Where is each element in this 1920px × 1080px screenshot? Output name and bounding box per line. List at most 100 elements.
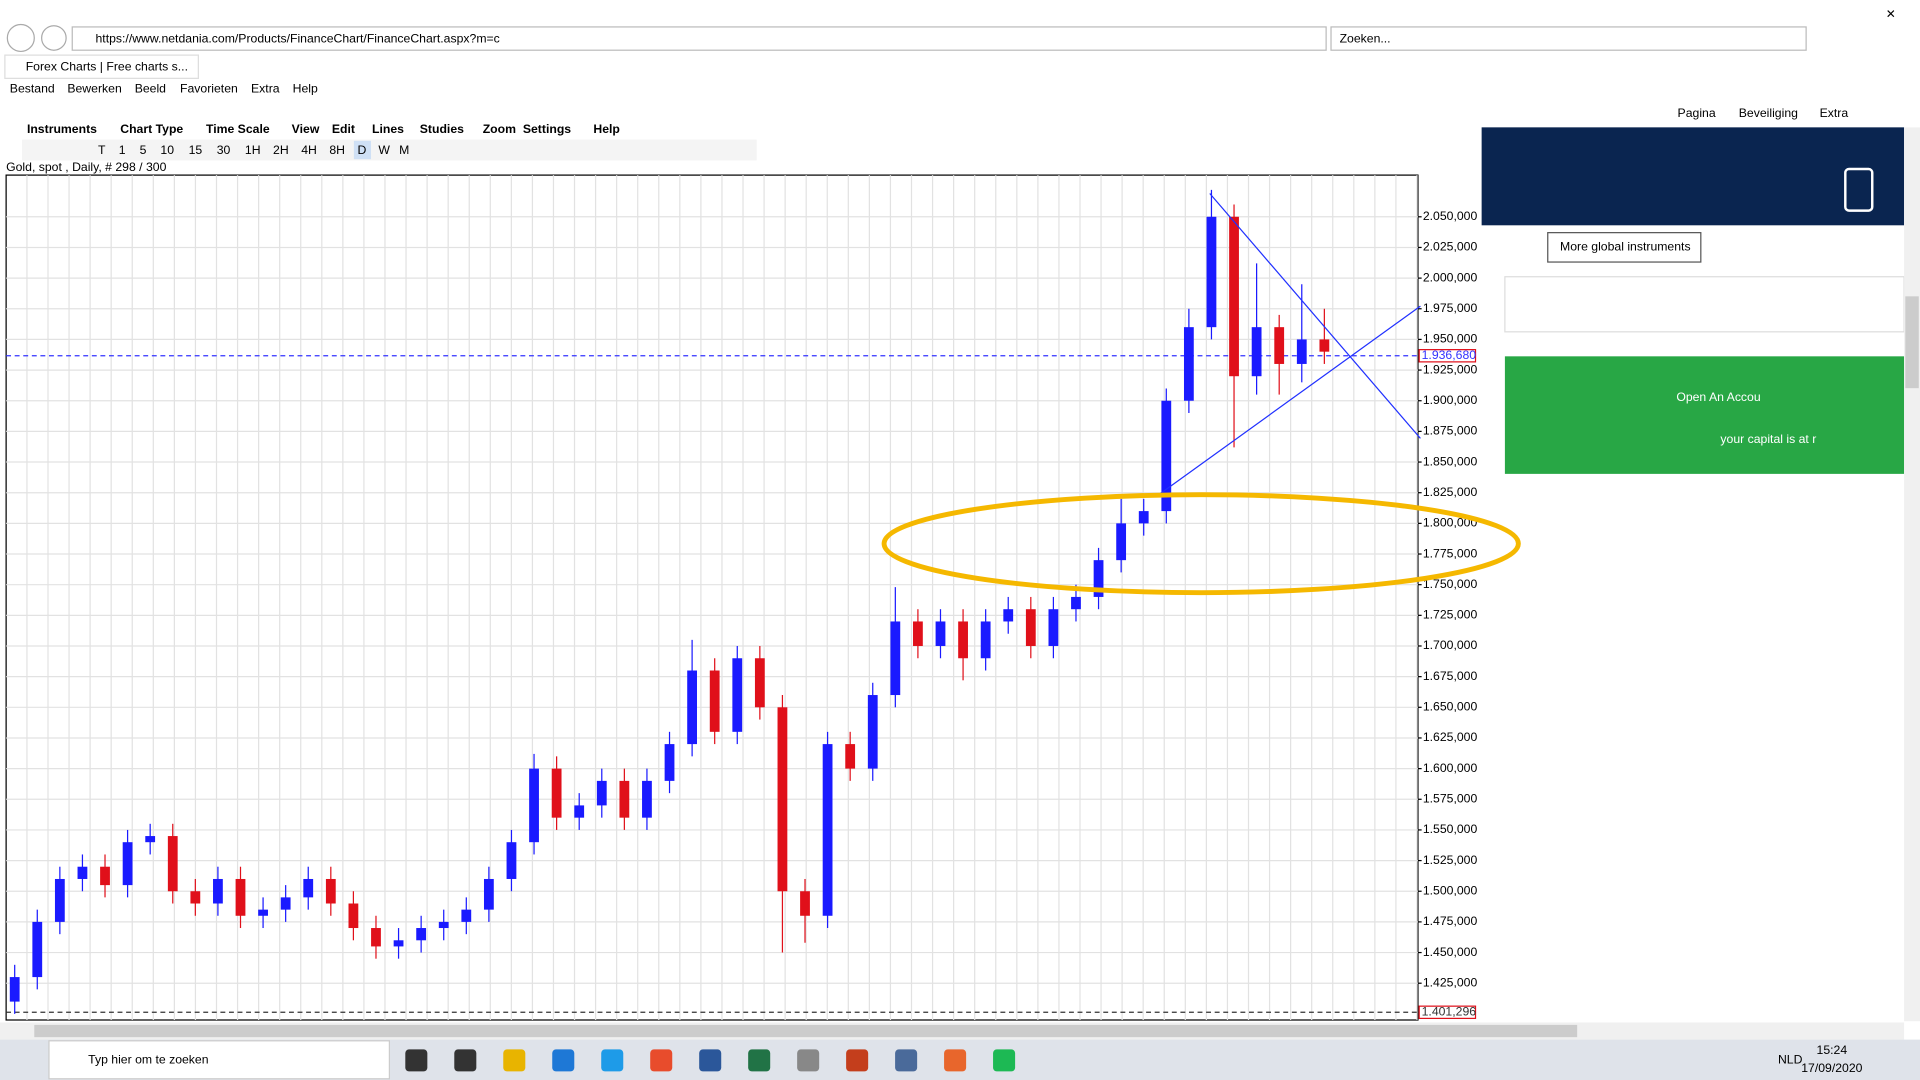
scrollbar[interactable] bbox=[1904, 127, 1920, 1022]
y-tick-label: 1.975,000 bbox=[1423, 301, 1478, 315]
timeframe-buttons: T 1 5 10 15 30 1H 2H 4H 8H D W M bbox=[98, 140, 409, 160]
instruments-button[interactable] bbox=[1547, 232, 1702, 263]
chart-menu-item[interactable]: Zoom bbox=[483, 122, 516, 136]
y-tick-label: 1.700,000 bbox=[1423, 638, 1478, 652]
timeframe-button[interactable]: 10 bbox=[160, 143, 174, 157]
search-placeholder: Zoeken... bbox=[1340, 31, 1391, 45]
taskbar-app[interactable] bbox=[503, 1049, 526, 1072]
taskbar-app[interactable] bbox=[944, 1049, 967, 1072]
candle-body bbox=[213, 878, 223, 904]
candle-body bbox=[529, 768, 539, 843]
close-window[interactable]: ✕ bbox=[1886, 7, 1896, 21]
command-bar: Pagina Beveiliging Extra bbox=[1678, 106, 1849, 120]
menu-item[interactable]: Bewerken bbox=[67, 82, 122, 96]
toolbar-item[interactable]: Beveiliging bbox=[1739, 106, 1798, 120]
candle-body bbox=[438, 921, 449, 929]
taskbar-search[interactable] bbox=[48, 1040, 390, 1080]
taskbar-app[interactable] bbox=[454, 1049, 477, 1072]
toolbar-item[interactable]: Extra bbox=[1820, 106, 1849, 120]
browser-chrome bbox=[0, 0, 1920, 128]
menu-item[interactable]: Beeld bbox=[135, 82, 166, 96]
address-bar[interactable] bbox=[71, 26, 1327, 51]
timeframe-button[interactable]: 8H bbox=[329, 143, 345, 157]
forward-button[interactable] bbox=[41, 25, 67, 51]
taskbar-app[interactable] bbox=[405, 1049, 428, 1072]
menu-item[interactable]: Favorieten bbox=[180, 82, 238, 96]
y-tick-label: 1.625,000 bbox=[1423, 730, 1478, 744]
candle-body bbox=[506, 842, 517, 879]
timeframe-button[interactable]: 4H bbox=[301, 143, 317, 157]
reference-label-box bbox=[1418, 1005, 1477, 1020]
account-banner[interactable] bbox=[1504, 356, 1905, 474]
taskbar-app[interactable] bbox=[993, 1049, 1016, 1072]
chart-menu-item[interactable]: Help bbox=[593, 122, 620, 136]
chart-menu-item[interactable]: Studies bbox=[420, 122, 464, 136]
timeframe-button[interactable]: 2H bbox=[273, 143, 289, 157]
vertical-grid bbox=[26, 175, 1418, 1020]
candle-body bbox=[258, 909, 268, 916]
timeframe-button[interactable]: 1H bbox=[245, 143, 261, 157]
candle-body bbox=[461, 909, 472, 922]
h-scroll-thumb[interactable] bbox=[34, 1024, 1578, 1038]
taskbar-app[interactable] bbox=[699, 1049, 722, 1072]
candle-body bbox=[77, 866, 88, 879]
candle-body bbox=[1206, 216, 1217, 328]
tab[interactable] bbox=[4, 54, 199, 79]
candle-body bbox=[280, 897, 291, 910]
candle-body bbox=[1274, 327, 1285, 364]
chart-menu-item[interactable]: Edit bbox=[332, 122, 355, 136]
candle-body bbox=[1251, 327, 1262, 377]
candle-body bbox=[483, 878, 494, 910]
language: NLD bbox=[1778, 1053, 1803, 1067]
back-button[interactable] bbox=[6, 23, 35, 53]
scroll-thumb[interactable] bbox=[1905, 296, 1919, 389]
candle-body bbox=[54, 878, 65, 922]
timeframe-button[interactable]: D bbox=[358, 143, 367, 157]
taskbar-app[interactable] bbox=[601, 1049, 624, 1072]
candle-body bbox=[642, 780, 652, 818]
search-box[interactable] bbox=[1330, 26, 1807, 51]
y-tick-label: 2.000,000 bbox=[1423, 270, 1478, 284]
menu-item[interactable]: Help bbox=[293, 82, 318, 96]
timeframe-button[interactable]: T bbox=[98, 143, 106, 157]
chart-menu-item[interactable]: View bbox=[292, 122, 320, 136]
timeframe-button[interactable]: 15 bbox=[189, 143, 203, 157]
menu-item[interactable]: Extra bbox=[251, 82, 280, 96]
y-tick-label: 1.475,000 bbox=[1423, 914, 1478, 928]
chart-menu-item[interactable]: Instruments bbox=[27, 122, 97, 136]
y-tick-label: 1.850,000 bbox=[1423, 454, 1478, 468]
y-tick-label: 1.675,000 bbox=[1423, 669, 1478, 683]
candle-body bbox=[100, 866, 110, 886]
clock-time: 15:24 bbox=[1817, 1043, 1848, 1057]
taskbar-app[interactable] bbox=[748, 1049, 771, 1072]
timeframe-button[interactable]: M bbox=[399, 143, 409, 157]
candle-body bbox=[167, 836, 178, 892]
y-tick-label: 1.775,000 bbox=[1423, 546, 1478, 560]
timeframe-button[interactable]: 1 bbox=[119, 143, 126, 157]
menu-bar: Bestand Bewerken Beeld Favorieten Extra Help bbox=[10, 82, 318, 96]
taskbar-app[interactable] bbox=[895, 1049, 918, 1072]
menu-item[interactable]: Bestand bbox=[10, 82, 55, 96]
timeframe-button[interactable]: W bbox=[378, 143, 390, 157]
y-tick-label: 2.025,000 bbox=[1423, 240, 1478, 254]
taskbar-app[interactable] bbox=[797, 1049, 820, 1072]
chart-menu-item[interactable]: Lines bbox=[372, 122, 404, 136]
candle-body bbox=[551, 768, 562, 818]
y-tick-label: 1.425,000 bbox=[1423, 975, 1478, 989]
timeframe-button[interactable]: 30 bbox=[217, 143, 231, 157]
chart-menu: Instruments Chart Type Time Scale View Edit L… bbox=[27, 122, 620, 136]
toolbar-item[interactable]: Pagina bbox=[1678, 106, 1716, 120]
chart-menu-item[interactable]: Settings bbox=[523, 122, 571, 136]
y-tick-label: 1.450,000 bbox=[1423, 945, 1478, 959]
chart-menu-item[interactable]: Chart Type bbox=[120, 122, 183, 136]
taskbar-apps bbox=[405, 1049, 1016, 1072]
taskbar-app[interactable] bbox=[650, 1049, 673, 1072]
reference-label: 1.401,296 bbox=[1422, 1005, 1477, 1019]
candle-body bbox=[122, 842, 133, 886]
timeframe-button[interactable]: 5 bbox=[140, 143, 147, 157]
chart-menu-item[interactable]: Time Scale bbox=[206, 122, 270, 136]
taskbar-app[interactable] bbox=[846, 1049, 869, 1072]
taskbar-app[interactable] bbox=[552, 1049, 575, 1072]
candle-body bbox=[619, 780, 630, 818]
